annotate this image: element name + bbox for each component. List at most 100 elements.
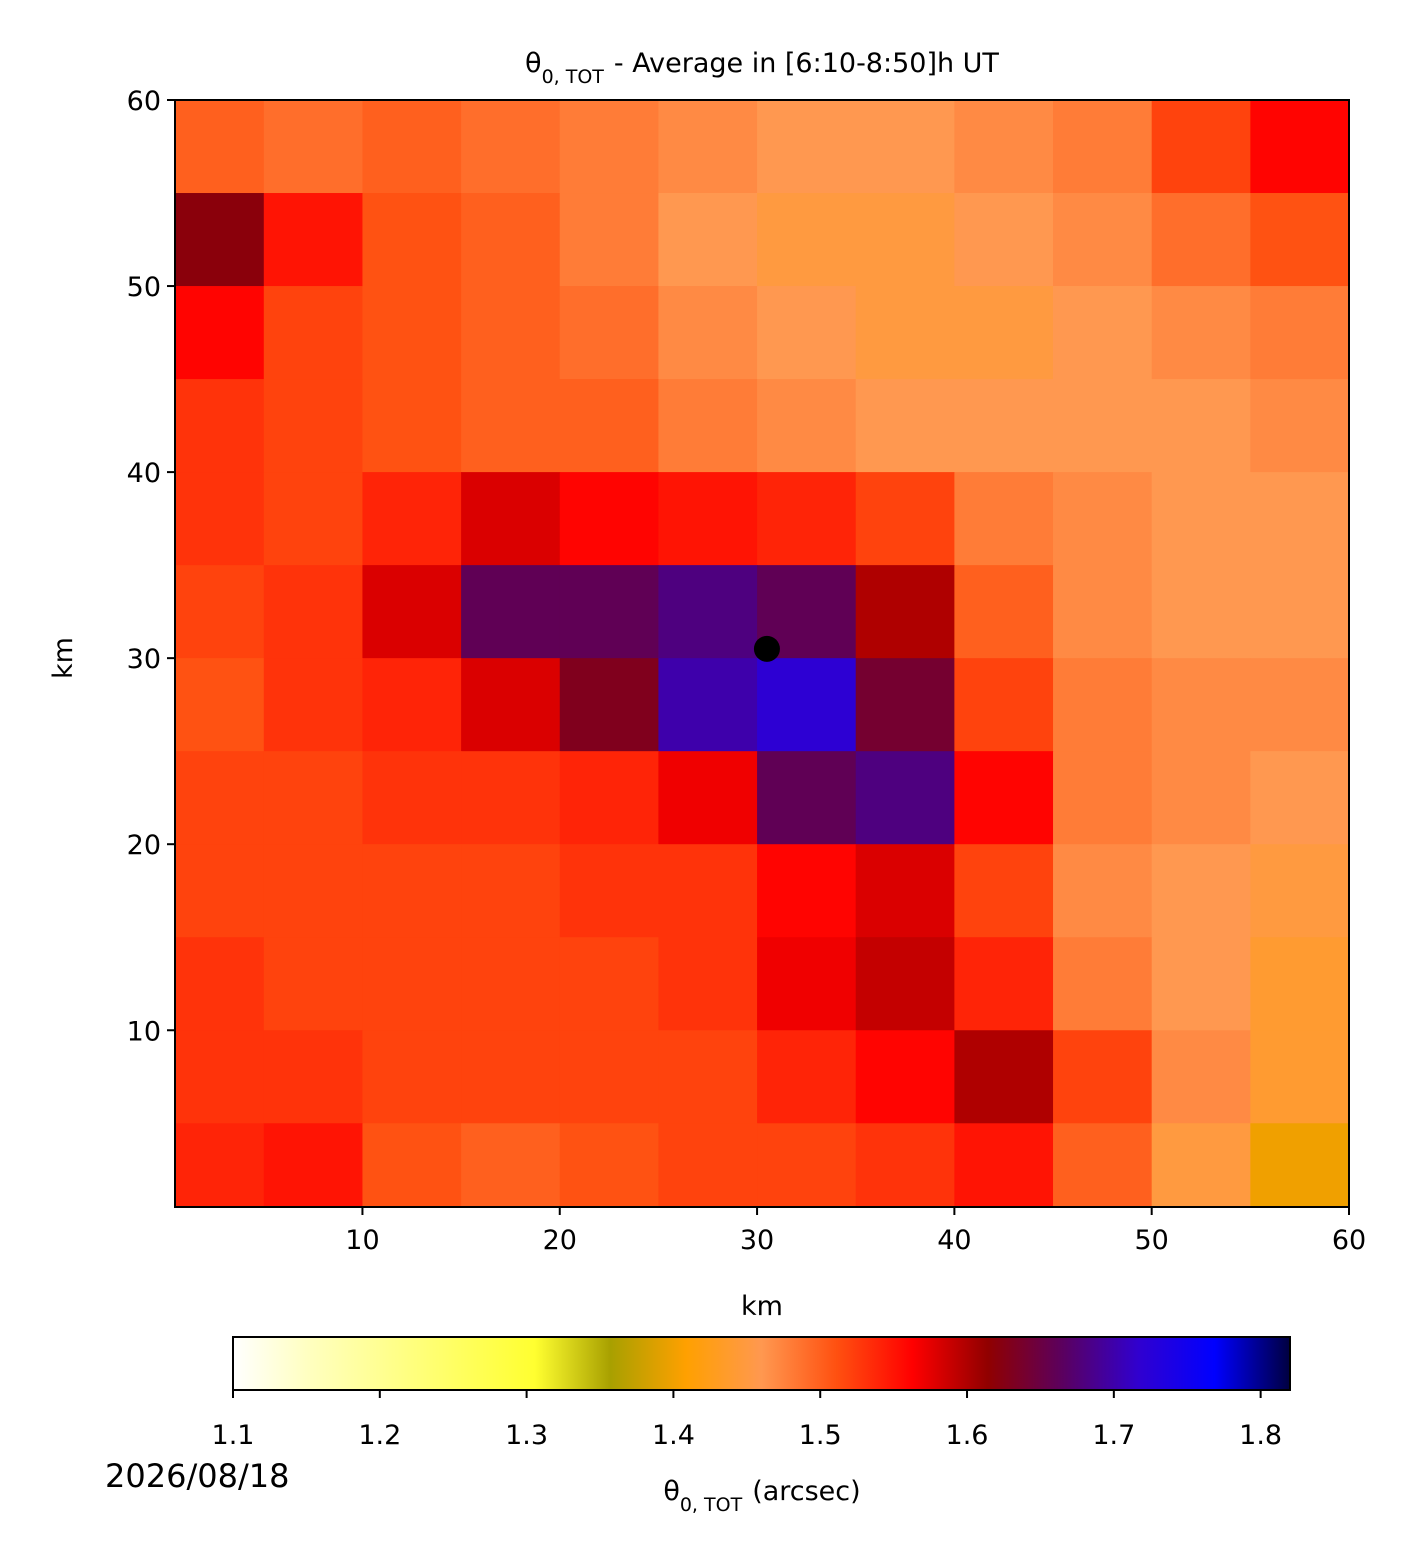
heat-cell bbox=[263, 1123, 363, 1207]
heat-cell bbox=[855, 193, 955, 287]
heat-cell bbox=[175, 565, 265, 659]
heat-cell bbox=[1053, 658, 1153, 752]
x-axis-label: km bbox=[741, 1291, 783, 1322]
heat-cell bbox=[175, 193, 265, 287]
heat-cell bbox=[954, 844, 1054, 938]
heat-cell bbox=[362, 193, 462, 287]
chart-title: θ0, TOT - Average in [6:10-8:50]h UT bbox=[525, 48, 999, 88]
heat-cell bbox=[1250, 565, 1349, 659]
colorbar-tick-label: 1.7 bbox=[1092, 1420, 1135, 1451]
colorbar-tick-label: 1.2 bbox=[358, 1420, 401, 1451]
heat-cell bbox=[1151, 193, 1251, 287]
heat-cell bbox=[757, 844, 857, 938]
heat-cell bbox=[855, 1123, 955, 1207]
y-tick-label: 10 bbox=[127, 1016, 161, 1047]
y-tick-label: 50 bbox=[127, 272, 161, 303]
heat-cell bbox=[658, 565, 758, 659]
title-subscript: 0, TOT bbox=[542, 66, 605, 88]
heat-cell bbox=[461, 100, 561, 194]
heat-cell bbox=[855, 286, 955, 380]
heat-cell bbox=[1250, 751, 1349, 845]
heat-cell bbox=[1250, 1030, 1349, 1124]
heat-cell bbox=[757, 751, 857, 845]
heat-cell bbox=[559, 472, 659, 566]
heat-cell bbox=[559, 1123, 659, 1207]
heat-cell bbox=[559, 937, 659, 1031]
heat-cell bbox=[954, 193, 1054, 287]
heat-cell bbox=[1151, 751, 1251, 845]
heat-cell bbox=[559, 286, 659, 380]
heat-cell bbox=[1151, 286, 1251, 380]
heat-cell bbox=[658, 751, 758, 845]
heat-cell bbox=[559, 1030, 659, 1124]
y-tick-label: 40 bbox=[127, 458, 161, 489]
heat-cell bbox=[757, 100, 857, 194]
heat-cell bbox=[855, 844, 955, 938]
heat-cell bbox=[461, 844, 561, 938]
heat-cell bbox=[1053, 937, 1153, 1031]
heat-cell bbox=[461, 751, 561, 845]
heat-cell bbox=[954, 379, 1054, 473]
heat-cell bbox=[1053, 1030, 1153, 1124]
heat-cell bbox=[559, 193, 659, 287]
heat-cell bbox=[1250, 193, 1349, 287]
heat-cell bbox=[658, 379, 758, 473]
heat-cell bbox=[362, 1030, 462, 1124]
heat-cell bbox=[362, 286, 462, 380]
clabel-symbol: θ bbox=[663, 1476, 680, 1507]
heat-cell bbox=[263, 100, 363, 194]
heat-cell bbox=[263, 565, 363, 659]
x-tick-label: 10 bbox=[345, 1225, 379, 1256]
heat-cell bbox=[1250, 100, 1349, 194]
heat-cell bbox=[559, 658, 659, 752]
heat-cell bbox=[175, 751, 265, 845]
x-tick-label: 30 bbox=[740, 1225, 774, 1256]
heat-cell bbox=[1151, 1030, 1251, 1124]
heat-cell bbox=[263, 379, 363, 473]
heat-cell bbox=[263, 1030, 363, 1124]
heat-cell bbox=[658, 1123, 758, 1207]
colorbar-tick-label: 1.3 bbox=[505, 1420, 548, 1451]
heat-cell bbox=[1053, 751, 1153, 845]
heat-cell bbox=[757, 658, 857, 752]
heat-cell bbox=[1250, 1123, 1349, 1207]
heat-cell bbox=[1151, 100, 1251, 194]
x-tick-label: 40 bbox=[937, 1225, 971, 1256]
heat-cell bbox=[855, 658, 955, 752]
heat-cell bbox=[855, 565, 955, 659]
heat-cell bbox=[1250, 658, 1349, 752]
heat-cell bbox=[954, 751, 1054, 845]
date-label: 2026/08/18 bbox=[105, 1457, 289, 1495]
heat-cell bbox=[175, 472, 265, 566]
heat-cell bbox=[1151, 565, 1251, 659]
heat-cell bbox=[757, 286, 857, 380]
heat-cell bbox=[658, 937, 758, 1031]
heat-cell bbox=[461, 937, 561, 1031]
heat-cell bbox=[855, 379, 955, 473]
heat-cell bbox=[461, 286, 561, 380]
heat-cell bbox=[1053, 100, 1153, 194]
heat-cell bbox=[461, 193, 561, 287]
heat-cell bbox=[1053, 193, 1153, 287]
heat-cell bbox=[362, 100, 462, 194]
heat-cell bbox=[954, 658, 1054, 752]
heat-cell bbox=[175, 844, 265, 938]
heat-cell bbox=[855, 100, 955, 194]
plot-frame bbox=[174, 99, 1350, 1208]
site-marker bbox=[753, 635, 780, 662]
heat-cell bbox=[658, 100, 758, 194]
colorbar-label: θ0, TOT (arcsec) bbox=[663, 1476, 860, 1516]
heat-cell bbox=[175, 286, 265, 380]
heat-cell bbox=[954, 937, 1054, 1031]
heat-cell bbox=[757, 1030, 857, 1124]
heat-cell bbox=[461, 472, 561, 566]
heat-cell bbox=[263, 844, 363, 938]
heat-cell bbox=[1151, 379, 1251, 473]
heat-cell bbox=[559, 379, 659, 473]
heat-cell bbox=[263, 751, 363, 845]
heat-cell bbox=[263, 937, 363, 1031]
heat-cell bbox=[461, 379, 561, 473]
heat-cell bbox=[658, 286, 758, 380]
x-tick-label: 50 bbox=[1135, 1225, 1169, 1256]
heat-cell bbox=[175, 658, 265, 752]
